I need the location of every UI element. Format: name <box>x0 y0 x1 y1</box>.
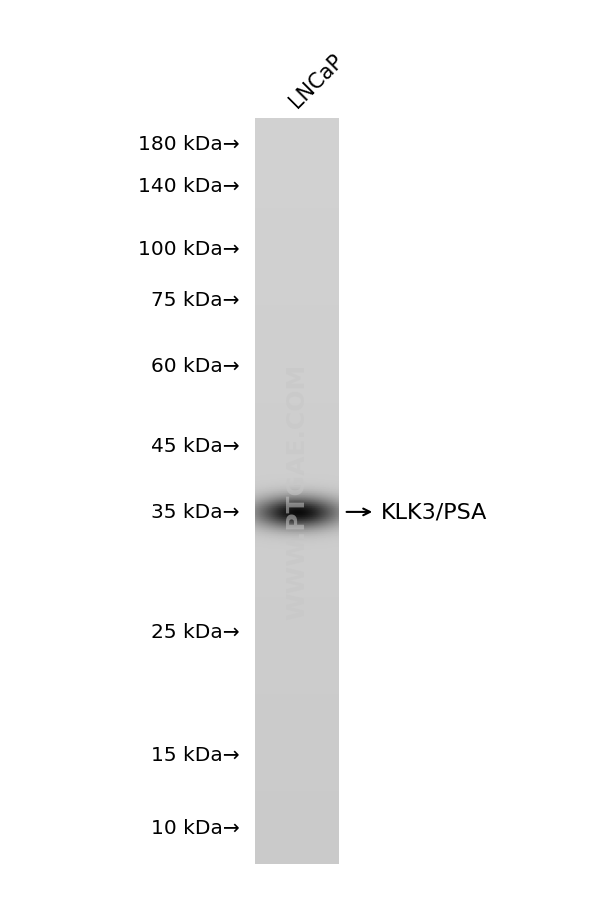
Text: 45 kDa→: 45 kDa→ <box>151 436 240 456</box>
Text: 15 kDa→: 15 kDa→ <box>151 745 240 765</box>
Text: 35 kDa→: 35 kDa→ <box>151 502 240 522</box>
Text: 10 kDa→: 10 kDa→ <box>151 817 240 837</box>
Text: 100 kDa→: 100 kDa→ <box>139 239 240 259</box>
Text: LNCaP: LNCaP <box>286 51 347 112</box>
Text: 180 kDa→: 180 kDa→ <box>139 134 240 154</box>
Text: 25 kDa→: 25 kDa→ <box>151 621 240 641</box>
Text: KLK3/PSA: KLK3/PSA <box>381 502 487 522</box>
Text: WWW.PTGAE.COM: WWW.PTGAE.COM <box>285 364 309 620</box>
Text: 60 kDa→: 60 kDa→ <box>151 356 240 376</box>
Text: 75 kDa→: 75 kDa→ <box>151 290 240 310</box>
Text: 140 kDa→: 140 kDa→ <box>139 177 240 197</box>
